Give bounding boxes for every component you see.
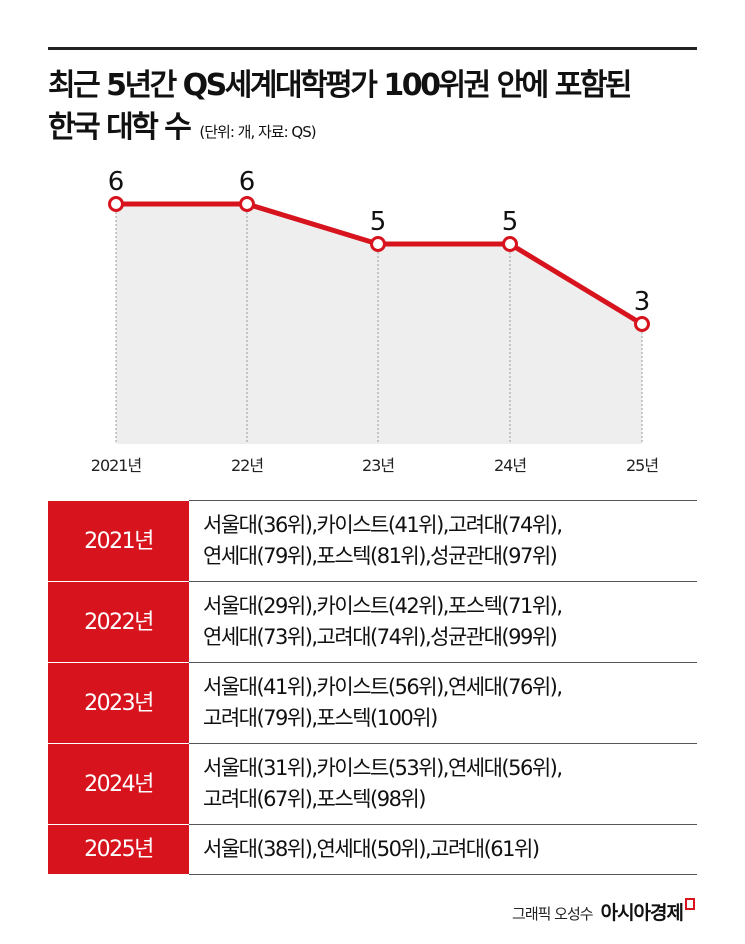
logo-mark-icon: [685, 898, 695, 910]
universities-cell: 서울대(41위),카이스트(56위),연세대(76위), 고려대(79위),포스텍…: [189, 662, 697, 744]
unit-source-note: (단위: 개, 자료: QS): [199, 123, 316, 141]
year-cell: 2022년: [48, 581, 189, 663]
year-cell: 2025년: [48, 824, 189, 875]
data-point: [239, 196, 255, 212]
universities-cell: 서울대(36위),카이스트(41위),고려대(74위), 연세대(79위),포스텍…: [189, 500, 697, 582]
data-point: [108, 196, 124, 212]
year-cell: 2023년: [48, 662, 189, 744]
x-tick-label: 2021년: [91, 456, 142, 475]
universities-cell: 서울대(29위),카이스트(42위),포스텍(71위), 연세대(73위),고려대…: [189, 581, 697, 663]
line-chart: 6 2021년 6 22년 5 23년 5 24년 3 25년: [91, 167, 660, 475]
table-row: 2023년 서울대(41위),카이스트(56위),연세대(76위), 고려대(79위…: [48, 662, 697, 744]
table-row: 2025년 서울대(38위),연세대(50위),고려대(61위): [48, 824, 697, 875]
x-tick-label: 23년: [362, 456, 394, 475]
data-label: 5: [370, 207, 387, 237]
title-line-1: 최근 5년간 QS세계대학평가 100위권 안에 포함된: [48, 68, 633, 103]
data-point: [634, 316, 650, 332]
data-point: [502, 236, 518, 252]
credit-text: 그래픽 오성수: [512, 905, 594, 923]
title-text: 한국 대학 수: [48, 110, 192, 145]
x-tick-label: 25년: [626, 456, 658, 475]
data-label: 5: [502, 207, 519, 237]
universities-line: 서울대(29위),카이스트(42위),포스텍(71위),: [203, 594, 563, 618]
table-row: 2022년 서울대(29위),카이스트(42위),포스텍(71위), 연세대(73위…: [48, 581, 697, 663]
data-label: 6: [108, 167, 125, 197]
universities-line: 서울대(36위),카이스트(41위),고려대(74위),: [203, 513, 563, 537]
table-row: 2021년 서울대(36위),카이스트(41위),고려대(74위), 연세대(79위…: [48, 500, 697, 582]
data-point: [370, 236, 386, 252]
universities-line: 연세대(73위),고려대(74위),성균관대(99위): [203, 625, 558, 649]
ranking-table: 2021년 서울대(36위),카이스트(41위),고려대(74위), 연세대(79위…: [48, 500, 697, 875]
universities-line: 연세대(79위),포스텍(81위),성균관대(97위): [203, 544, 558, 568]
publisher-logo: 아시아경제: [600, 902, 684, 924]
data-label: 6: [239, 167, 256, 197]
universities-line: 서울대(41위),카이스트(56위),연세대(76위),: [203, 675, 563, 699]
top-rule: [48, 47, 697, 50]
year-cell: 2024년: [48, 743, 189, 825]
year-cell: 2021년: [48, 500, 189, 582]
table-row: 2024년 서울대(31위),카이스트(53위),연세대(56위), 고려대(67위…: [48, 743, 697, 825]
universities-cell: 서울대(38위),연세대(50위),고려대(61위): [189, 824, 697, 875]
universities-line: 고려대(79위),포스텍(100위): [203, 706, 438, 730]
data-label: 3: [634, 287, 651, 317]
x-tick-label: 22년: [231, 456, 263, 475]
credit: 그래픽 오성수 아시아경제: [512, 898, 695, 925]
x-tick-label: 24년: [494, 456, 526, 475]
universities-line: 서울대(38위),연세대(50위),고려대(61위): [203, 837, 540, 861]
universities-line: 고려대(67위),포스텍(98위): [203, 787, 426, 811]
title-line-2: 한국 대학 수 (단위: 개, 자료: QS): [48, 102, 317, 146]
universities-line: 서울대(31위),카이스트(53위),연세대(56위),: [203, 756, 563, 780]
universities-cell: 서울대(31위),카이스트(53위),연세대(56위), 고려대(67위),포스텍…: [189, 743, 697, 825]
